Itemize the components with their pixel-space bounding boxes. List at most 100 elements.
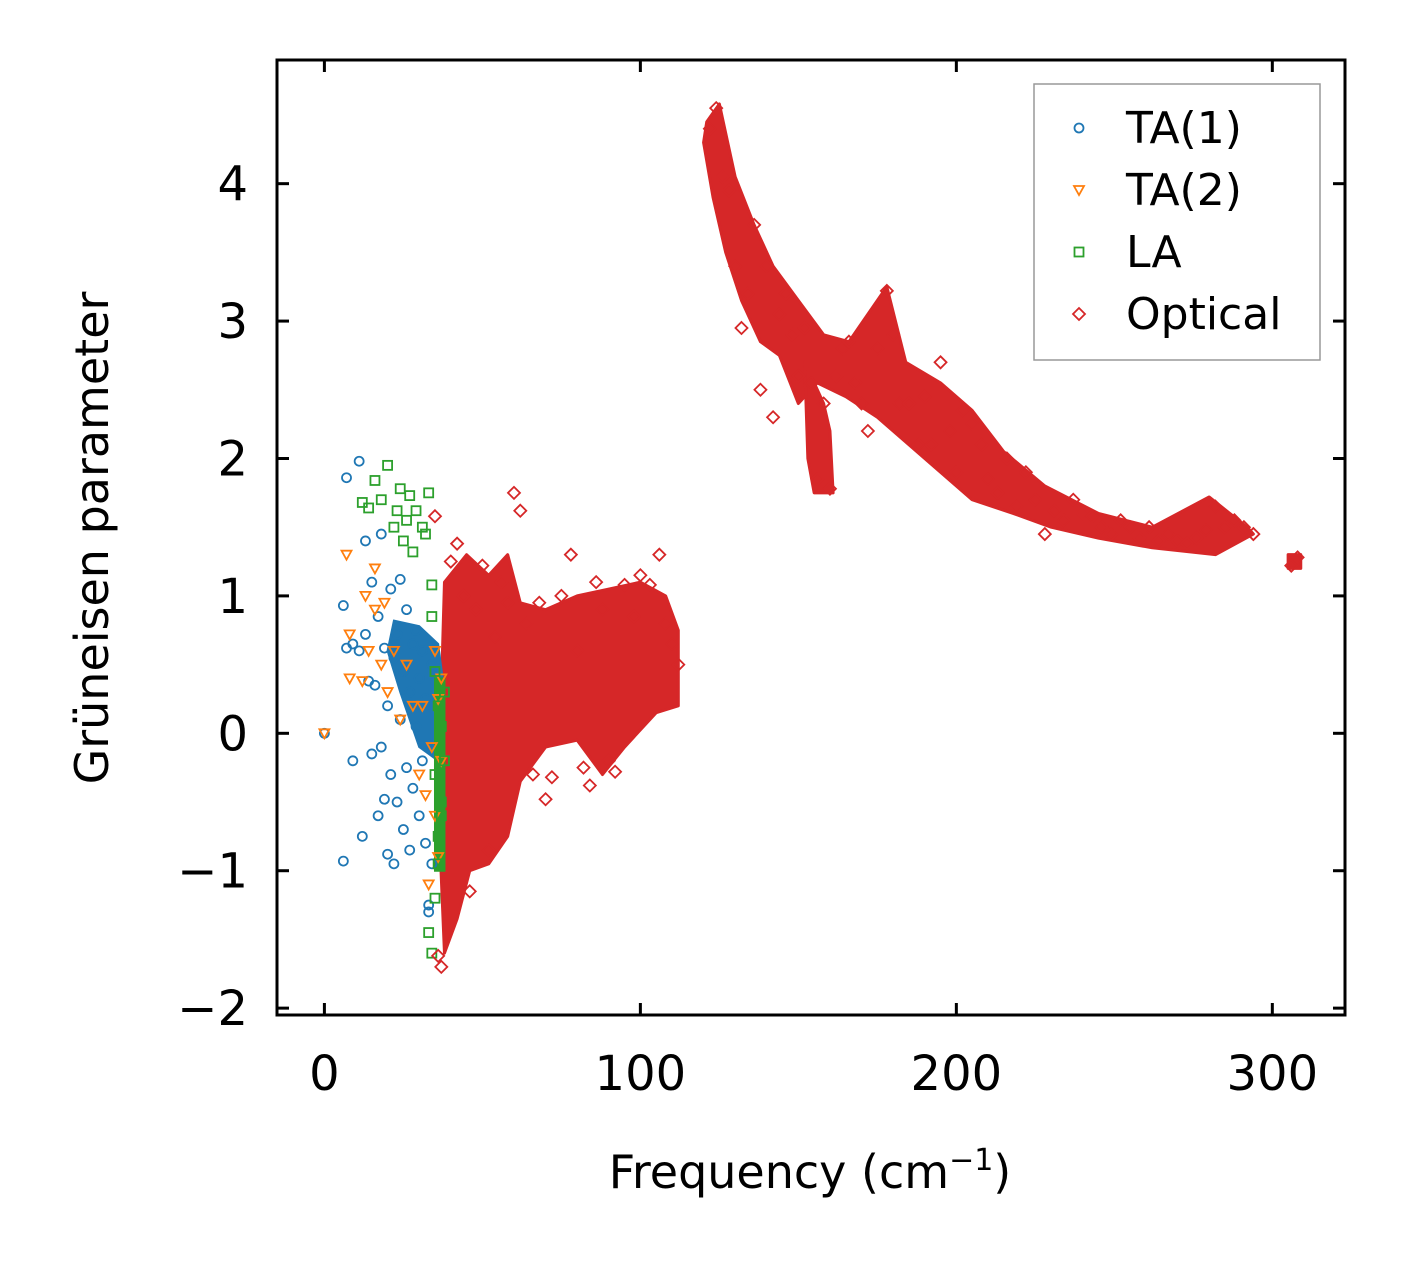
- optical-point: [892, 396, 907, 411]
- ta-1-point: [404, 686, 416, 698]
- la-point: [439, 755, 450, 767]
- ta-1-point: [353, 455, 365, 467]
- optical-point: [1065, 492, 1081, 507]
- x-tick-label: 200: [911, 1046, 1003, 1102]
- optical-point: [949, 464, 964, 480]
- ta-2-point: [425, 742, 439, 754]
- ta-2-point: [431, 852, 445, 864]
- optical-point: [759, 258, 775, 274]
- optical-point: [740, 286, 756, 301]
- optical-point: [1227, 513, 1242, 528]
- la-point: [429, 666, 441, 677]
- ta-1-point: [397, 666, 409, 677]
- ta-2-point: [374, 659, 388, 672]
- ta-2-point: [339, 549, 354, 562]
- x-tick-label: 300: [1227, 1046, 1319, 1102]
- y-axis-label: Grüneisen parameter: [65, 291, 119, 784]
- la-point: [435, 796, 447, 808]
- ta-1-point: [413, 810, 425, 822]
- ta-1-point: [366, 576, 378, 588]
- la-point: [382, 459, 393, 471]
- ta-1-point: [407, 638, 419, 650]
- ta-1-point: [394, 574, 406, 585]
- ta-2-point: [387, 645, 401, 658]
- ta-1-point: [347, 755, 359, 767]
- optical-point: [430, 948, 446, 964]
- optical-point: [607, 764, 623, 780]
- ta-1-point: [423, 899, 435, 911]
- ta-2-point: [358, 590, 373, 603]
- ta-1-point: [360, 535, 371, 547]
- optical-point: [1122, 519, 1138, 535]
- la-point: [397, 535, 409, 547]
- la-point: [356, 497, 368, 508]
- optical-point: [1132, 530, 1147, 546]
- optical-point: [841, 334, 857, 349]
- ta-2-point: [343, 673, 357, 686]
- optical-point: [671, 657, 686, 672]
- optical-point: [923, 437, 939, 453]
- optical-point: [1056, 513, 1072, 528]
- optical-point: [519, 616, 534, 631]
- optical-point: [721, 183, 737, 198]
- ta-1-point: [388, 652, 400, 664]
- optical-point: [1141, 519, 1157, 535]
- optical-point: [569, 643, 585, 659]
- ta-1-point: [341, 472, 352, 484]
- optical-point: [1198, 522, 1214, 538]
- ta-2-point: [393, 714, 407, 727]
- optical-point: [506, 485, 522, 501]
- ta-1-point: [413, 672, 425, 684]
- ta-1-point: [372, 611, 384, 622]
- la-point: [410, 505, 422, 517]
- ta-1-point: [366, 748, 378, 760]
- optical-point: [1103, 526, 1119, 542]
- optical-point: [1189, 530, 1204, 546]
- optical-point: [652, 547, 667, 562]
- optical-point: [658, 616, 673, 631]
- optical-point: [870, 341, 885, 356]
- optical-point: [772, 306, 787, 322]
- optical-point: [778, 286, 793, 301]
- optical-point: [1151, 533, 1166, 549]
- optical-point: [1160, 526, 1176, 542]
- ta-2-point: [422, 879, 436, 892]
- ta-1-point: [401, 762, 412, 774]
- ta-1-point: [375, 528, 387, 540]
- la-point: [423, 487, 435, 499]
- optical-point: [734, 320, 749, 336]
- ta-2-point: [368, 604, 382, 617]
- la-point: [429, 892, 441, 904]
- x-tick-label: 100: [595, 1046, 687, 1102]
- ta-1-point: [385, 583, 397, 595]
- optical-point: [901, 396, 917, 411]
- optical-density-band: [702, 102, 1255, 557]
- ta-1-point: [426, 858, 438, 870]
- optical-point: [1028, 492, 1043, 507]
- optical-point: [727, 258, 743, 274]
- optical-density-band: [436, 553, 680, 955]
- la-point: [423, 927, 435, 938]
- optical-point: [885, 327, 901, 343]
- la-point: [391, 505, 403, 517]
- optical-point: [854, 396, 869, 411]
- optical-point: [1047, 503, 1062, 518]
- optical-point: [847, 375, 863, 391]
- la-point: [420, 528, 431, 540]
- la-point: [388, 521, 400, 533]
- ta-1-point: [353, 645, 365, 657]
- optical-point: [879, 283, 895, 299]
- legend: TA(1) TA(2) LA Optical: [1033, 83, 1321, 361]
- ta-1-point: [337, 600, 349, 611]
- ta-1-point: [382, 700, 393, 712]
- ta-1-point: [401, 604, 412, 616]
- optical-point: [595, 602, 610, 617]
- optical-point: [633, 568, 648, 583]
- optical-point: [1246, 526, 1261, 542]
- legend-marker-la: [1073, 246, 1085, 258]
- y-tick-label: 3: [217, 294, 248, 350]
- axis-ticks: 0 100 200 300 −2 −1 0 1 2 3 4: [177, 60, 1345, 1102]
- ta-2-point: [428, 645, 442, 658]
- ta-2-point: [431, 694, 445, 706]
